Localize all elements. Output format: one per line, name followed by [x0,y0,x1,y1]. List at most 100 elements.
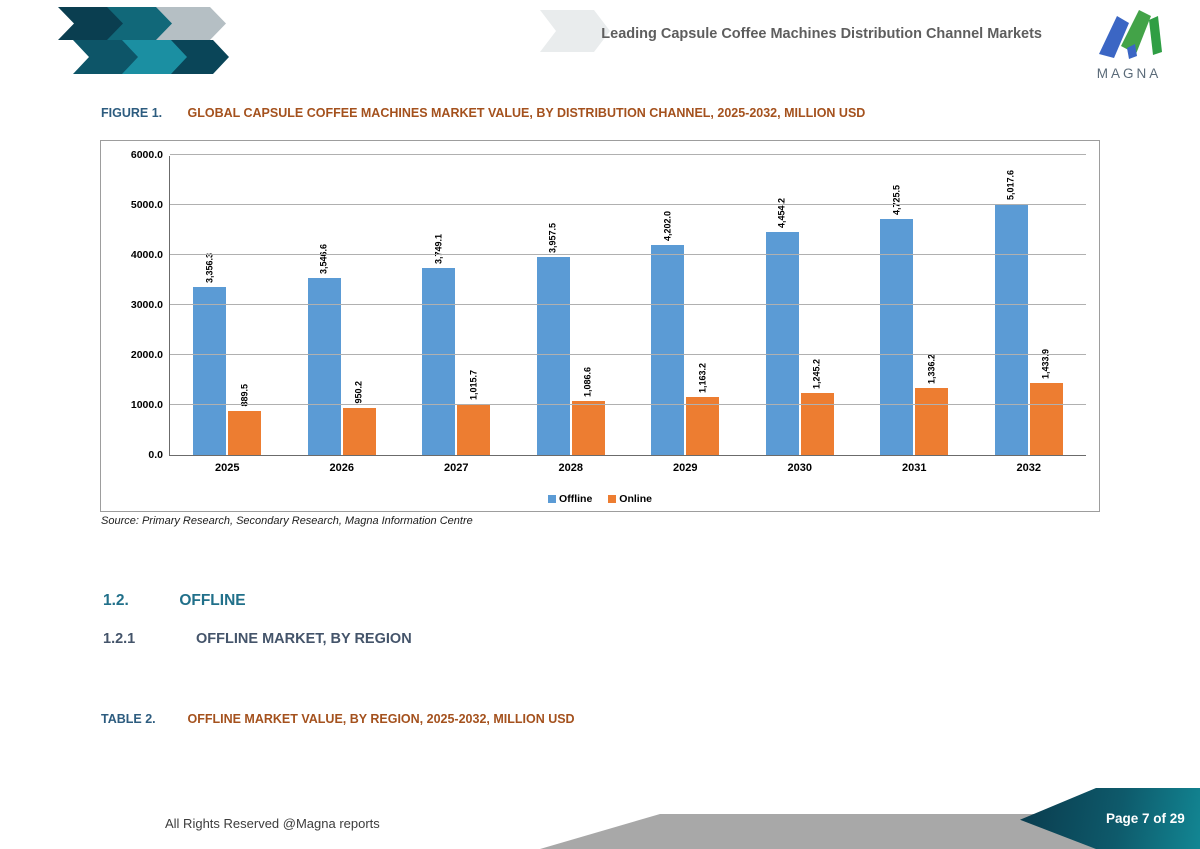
x-tick-label: 2026 [329,462,354,474]
bar-value-label: 1,163.2 [697,362,708,393]
bar-group-2028: 3,957.5 1,086.6 2028 [514,156,629,474]
chart-plot: 3,356.3 889.5 2025 3,546.6 950.2 2026 3,749.1 1… [169,154,1087,474]
y-tick-label: 6000.0 [130,149,163,161]
x-tick-label: 2031 [902,462,927,474]
online-bar-wrap: 1,245.2 [800,156,834,455]
chart-plot-groups: 3,356.3 889.5 2025 3,546.6 950.2 2026 3,749.1 1… [170,156,1087,474]
legend-item-offline: Offline [548,493,592,505]
figure-caption-title: GLOBAL CAPSULE COFFEE MACHINES MARKET VA… [187,106,866,120]
bar-value-label: 1,336.2 [926,354,937,385]
bar-value-label: 3,356.3 [204,253,215,284]
online-bar [342,407,376,455]
gridline [170,304,1086,305]
legend-label: Online [619,493,652,505]
y-tick-label: 3000.0 [130,299,163,311]
online-bar [1029,383,1063,455]
gridline [170,254,1086,255]
bar-group-2031: 4,725.5 1,336.2 2031 [857,156,972,474]
section-number: 1.2. [103,592,129,609]
bar-value-label: 1,015.7 [468,370,479,401]
bar-value-label: 950.2 [353,380,364,404]
footer-rights-text: All Rights Reserved @Magna reports [165,816,380,831]
offline-bar-wrap: 3,957.5 [536,156,570,455]
bar-group-2027: 3,749.1 1,015.7 2027 [399,156,514,474]
y-tick-label: 4000.0 [130,249,163,261]
offline-bar-wrap: 3,546.6 [307,156,341,455]
bar-group-2025: 3,356.3 889.5 2025 [170,156,285,474]
offline-bar [994,204,1028,455]
gridline [170,404,1086,405]
gridline [170,204,1086,205]
online-bar [571,400,605,455]
gridline [170,354,1086,355]
footer-page-number: Page 7 of 29 [1106,811,1185,826]
offline-bar [536,257,570,455]
offline-bar-wrap: 4,454.2 [765,156,799,455]
offline-bar-wrap: 4,202.0 [651,156,685,455]
bar-value-label: 5,017.6 [1005,170,1016,201]
chevron-shape [540,10,610,52]
online-bar [800,392,834,455]
bar-value-label: 3,957.5 [547,223,558,254]
figure-caption-label: FIGURE 1. [101,106,163,120]
y-tick-label: 1000.0 [130,399,163,411]
x-tick-label: 2030 [787,462,812,474]
legend-swatch [548,495,557,503]
online-bar-wrap: 950.2 [342,156,376,455]
offline-bar [307,277,341,455]
offline-bar [880,218,914,455]
magna-logo-text: MAGNA [1096,66,1162,81]
offline-bar [765,232,799,455]
table-caption-label: TABLE 2. [101,712,156,726]
online-bar-wrap: 889.5 [228,156,262,455]
table-caption: TABLE 2. OFFLINE MARKET VALUE, BY REGION… [101,712,575,726]
online-bar-wrap: 1,336.2 [915,156,949,455]
chart-legend: Offline Online [101,493,1099,505]
chart-source-note: Source: Primary Research, Secondary Rese… [101,515,473,527]
offline-bar-wrap: 3,356.3 [193,156,227,455]
bar-value-label: 4,202.0 [662,210,673,241]
section-number: 1.2.1 [103,631,136,647]
bar-group-2026: 3,546.6 950.2 2026 [285,156,400,474]
bar-value-label: 4,454.2 [776,198,787,229]
bar-group-2030: 4,454.2 1,245.2 2030 [743,156,858,474]
x-tick-label: 2027 [444,462,469,474]
bar-value-label: 3,749.1 [433,233,444,264]
bar-value-label: 1,245.2 [811,358,822,389]
online-bar [457,404,491,455]
y-tick-label: 0.0 [148,449,163,461]
section-heading-1-2: 1.2. OFFLINE [103,592,246,610]
report-header-title: Leading Capsule Coffee Machines Distribu… [601,26,1042,42]
legend-label: Offline [559,493,593,505]
x-tick-label: 2028 [558,462,583,474]
online-bar-wrap: 1,433.9 [1029,156,1063,455]
online-bar-wrap: 1,163.2 [686,156,720,455]
bar-value-label: 4,725.5 [891,184,902,215]
legend-swatch [608,495,617,503]
section-heading-1-2-1: 1.2.1 OFFLINE MARKET, BY REGION [103,631,412,647]
online-bar [915,388,949,455]
bar-group-2029: 4,202.0 1,163.2 2029 [628,156,743,474]
online-bar-wrap: 1,086.6 [571,156,605,455]
bar-value-label: 1,086.6 [582,366,593,397]
bar-chart: 0.0 1000.0 2000.0 3000.0 4000.0 5000.0 6000.0 … [100,140,1100,512]
offline-bar-wrap: 3,749.1 [422,156,456,455]
magna-logo-icon [1099,10,1162,59]
bar-group-2032: 5,017.6 1,433.9 2032 [972,156,1087,474]
offline-bar [651,244,685,455]
offline-bar [422,267,456,455]
section-title: OFFLINE MARKET, BY REGION [196,631,412,647]
online-bar-wrap: 1,015.7 [457,156,491,455]
figure-caption: FIGURE 1. GLOBAL CAPSULE COFFEE MACHINES… [101,106,865,120]
legend-item-online: Online [608,493,652,505]
offline-bar-wrap: 5,017.6 [994,156,1028,455]
offline-bar-wrap: 4,725.5 [880,156,914,455]
y-tick-label: 5000.0 [130,199,163,211]
offline-bar [193,287,227,455]
x-tick-label: 2032 [1016,462,1041,474]
online-bar [686,396,720,455]
y-tick-label: 2000.0 [130,349,163,361]
gridline [170,154,1086,155]
bar-value-label: 3,546.6 [318,243,329,274]
